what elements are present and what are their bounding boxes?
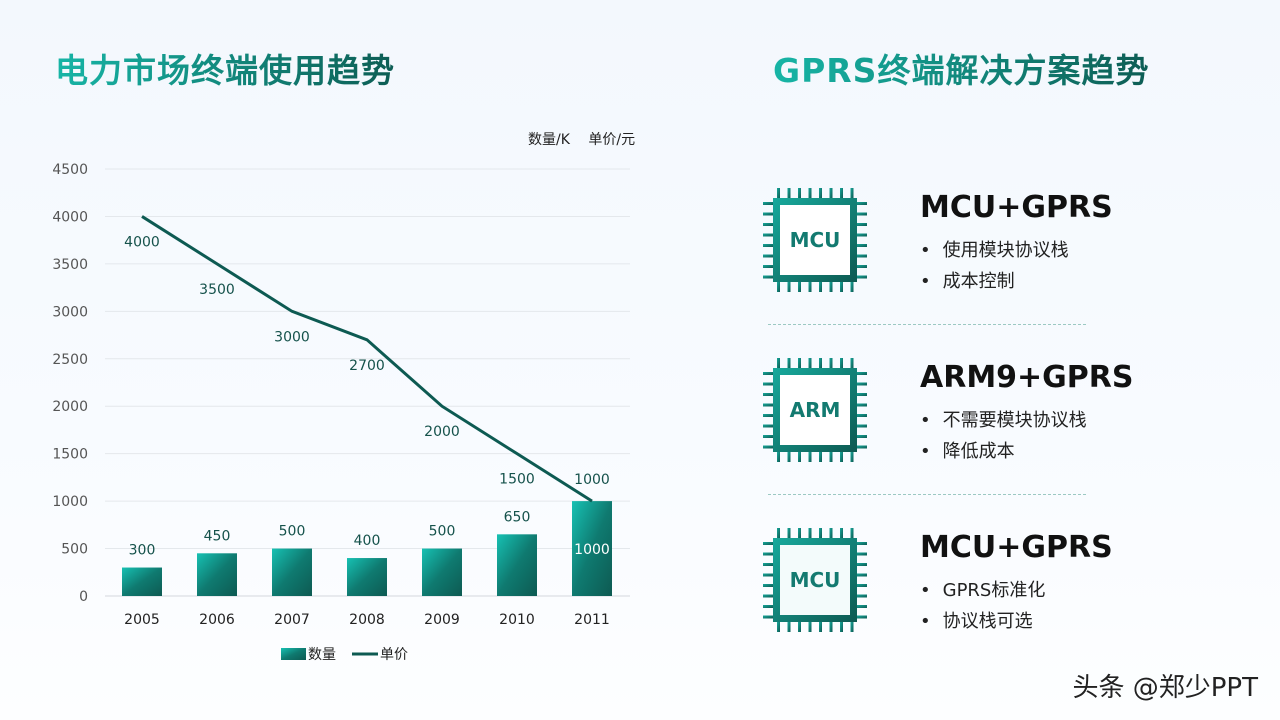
bar-data-label: 400 [354, 533, 381, 549]
chip-label: MCU [790, 568, 841, 592]
bar [272, 548, 312, 596]
y-tick-label: 4000 [52, 209, 88, 225]
y-tick-label: 500 [61, 542, 88, 558]
line-series [141, 215, 593, 503]
bar [497, 534, 537, 596]
bullet-item: 使用模块协议栈 [920, 235, 1069, 266]
solution-item: MCU MCU+GPRS 使用模块协议栈成本控制 [760, 185, 1180, 295]
x-tick-label: 2009 [424, 612, 460, 628]
legend-bar-label: 数量 [308, 647, 336, 663]
solution-bullets: 不需要模块协议栈降低成本 [920, 405, 1087, 467]
divider [768, 324, 1086, 325]
chip-label: ARM [790, 398, 841, 422]
bar-data-label: 1000 [574, 542, 610, 558]
chip-icon: MCU [763, 528, 867, 632]
solution-item: ARM ARM9+GPRS 不需要模块协议栈降低成本 [760, 355, 1180, 465]
bullet-item: 成本控制 [920, 266, 1069, 297]
bar [422, 548, 462, 596]
y-tick-label: 3000 [52, 304, 88, 320]
solution-title: MCU+GPRS [920, 530, 1113, 565]
solution-bullets: GPRS标准化协议栈可选 [920, 575, 1046, 637]
line-data-label: 3500 [199, 282, 235, 298]
bar-data-label: 450 [204, 528, 231, 544]
y-tick-label: 2000 [52, 399, 88, 415]
y-tick-label: 1000 [52, 494, 88, 510]
y-tick-label: 0 [79, 589, 88, 605]
watermark: 头条 @郑少PPT [1072, 673, 1258, 703]
bullet-item: GPRS标准化 [920, 575, 1046, 606]
bar-data-label: 500 [429, 524, 456, 540]
line-data-label: 4000 [124, 234, 160, 250]
line-data-label: 1000 [574, 472, 610, 488]
bar [347, 558, 387, 596]
x-tick-label: 2006 [199, 612, 235, 628]
x-tick-label: 2010 [499, 612, 535, 628]
chip-icon: ARM [763, 358, 867, 462]
bar [197, 553, 237, 596]
bullet-item: 不需要模块协议栈 [920, 405, 1087, 436]
line-data-label: 1500 [499, 472, 535, 488]
y-tick-label: 4500 [52, 162, 88, 178]
x-tick-label: 2007 [274, 612, 310, 628]
bar-data-label: 300 [129, 543, 156, 559]
line-data-label: 2000 [424, 424, 460, 440]
chip-icon: MCU [763, 188, 867, 292]
bar-data-label: 500 [279, 524, 306, 540]
legend-bar-swatch [281, 648, 306, 660]
chip-label: MCU [790, 228, 841, 252]
legend: 数量 单价 [281, 647, 408, 663]
x-tick-label: 2008 [349, 612, 385, 628]
bullet-item: 协议栈可选 [920, 606, 1045, 637]
left-title: 电力市场终端使用趋势 [55, 44, 395, 92]
x-tick-label: 2005 [124, 612, 160, 628]
solution-bullets: 使用模块协议栈成本控制 [920, 235, 1069, 297]
line-data-label: 3000 [274, 329, 310, 345]
units-label: 数量/K 单价/元 [528, 132, 636, 148]
line-data-label: 2700 [349, 358, 385, 374]
y-tick-label: 2500 [52, 352, 88, 368]
solution-item: MCU MCU+GPRS GPRS标准化协议栈可选 [760, 525, 1180, 635]
divider [768, 494, 1086, 495]
bar [572, 501, 612, 596]
y-tick-label: 1500 [52, 447, 88, 463]
bar-data-label: 650 [504, 509, 531, 525]
solution-title: ARM9+GPRS [920, 360, 1134, 395]
x-tick-label: 2011 [574, 612, 610, 628]
combo-chart: 0 500 1000 1500 2000 2500 3000 3500 4000 4500 2005… [52, 162, 630, 663]
y-tick-label: 3500 [52, 257, 88, 273]
bar [122, 567, 162, 596]
solution-title: MCU+GPRS [920, 190, 1113, 225]
legend-line-label: 单价 [380, 647, 408, 663]
bullet-item: 降低成本 [920, 436, 1087, 467]
right-title: GPRS终端解决方案趋势 [773, 44, 1149, 92]
